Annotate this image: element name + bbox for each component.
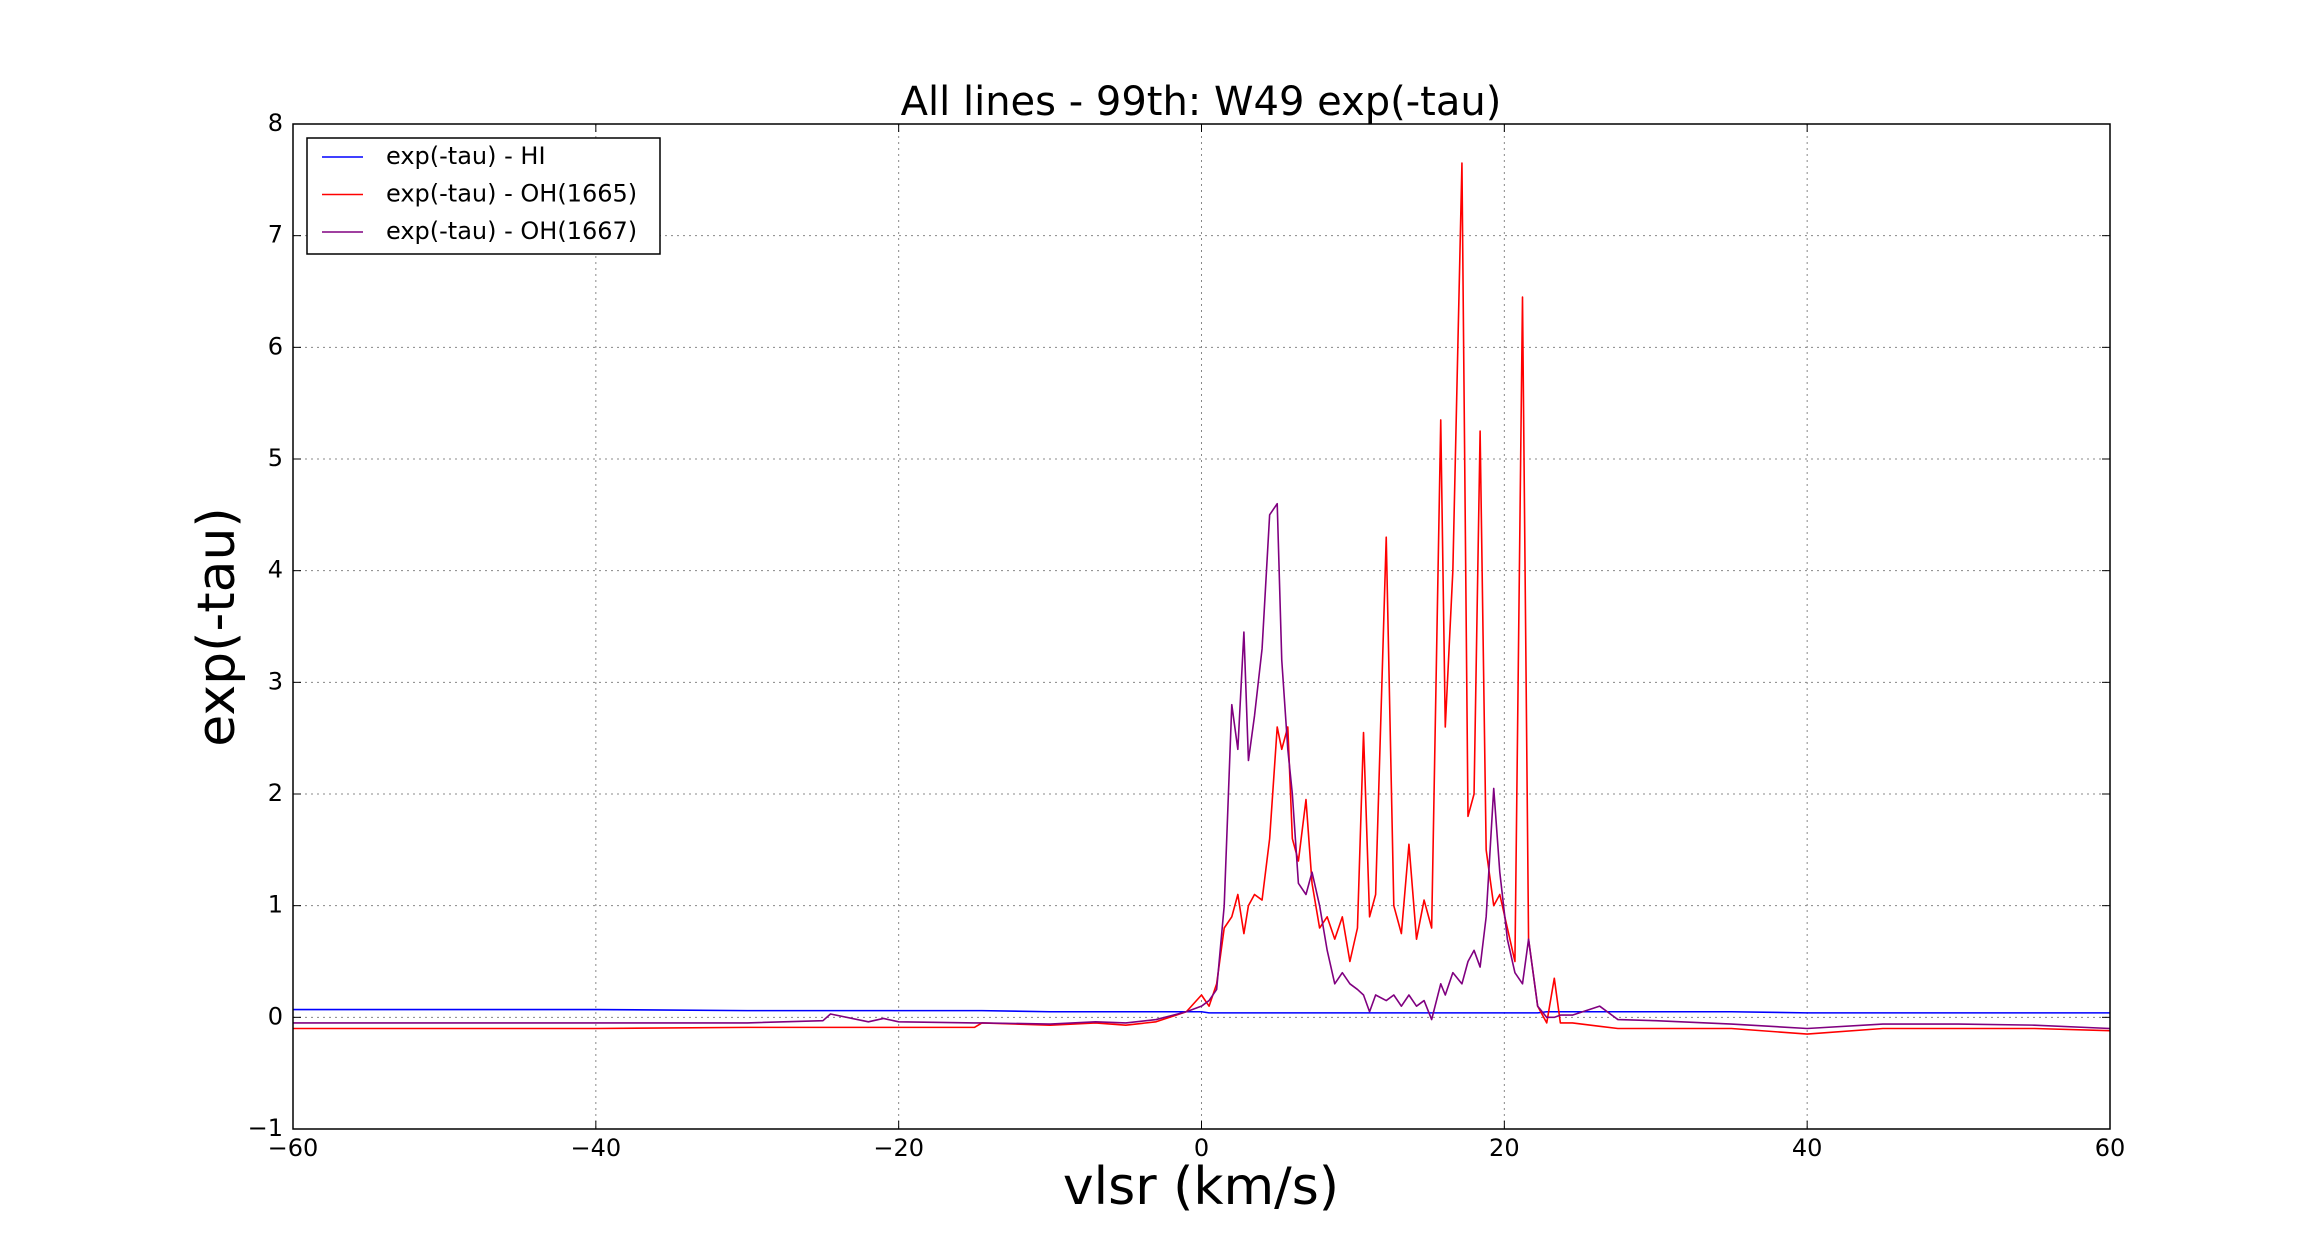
y-tick-label: 1 (268, 891, 283, 919)
y-tick-label: 8 (268, 109, 283, 137)
x-axis-label: vlsr (km/s) (1063, 1157, 1339, 1217)
x-tick-label: −40 (571, 1134, 622, 1162)
legend: exp(-tau) - HI exp(-tau) - OH(1665) exp(-t… (306, 137, 661, 255)
x-tick-label: −60 (268, 1134, 319, 1162)
chart-title: All lines - 99th: W49 exp(-tau) (901, 79, 1502, 125)
data-line (293, 1008, 2110, 1014)
y-tick-label: 4 (268, 556, 283, 584)
plot-frame (292, 123, 2111, 1130)
legend-label: exp(-tau) - OH(1665) (386, 180, 637, 208)
legend-label: exp(-tau) - HI (386, 142, 546, 170)
y-tick-label: 0 (268, 1002, 283, 1030)
x-tick-label: 20 (1489, 1134, 1520, 1162)
x-tick-label: 40 (1792, 1134, 1823, 1162)
x-tick-label: 60 (2095, 1134, 2126, 1162)
y-tick-label: 3 (268, 667, 283, 695)
y-tick-label: 7 (268, 221, 283, 249)
data-line (293, 502, 2111, 1030)
y-tick-label: 5 (268, 444, 283, 472)
y-tick-label: 6 (268, 332, 283, 360)
y-axis-label: exp(-tau) (187, 507, 247, 746)
legend-label: exp(-tau) - OH(1667) (386, 217, 637, 245)
legend-box (306, 137, 661, 255)
y-tick-label: −1 (248, 1114, 283, 1142)
x-tick-label: −20 (873, 1134, 924, 1162)
y-tick-label: 2 (268, 779, 283, 807)
x-tick-label: 0 (1194, 1134, 1209, 1162)
